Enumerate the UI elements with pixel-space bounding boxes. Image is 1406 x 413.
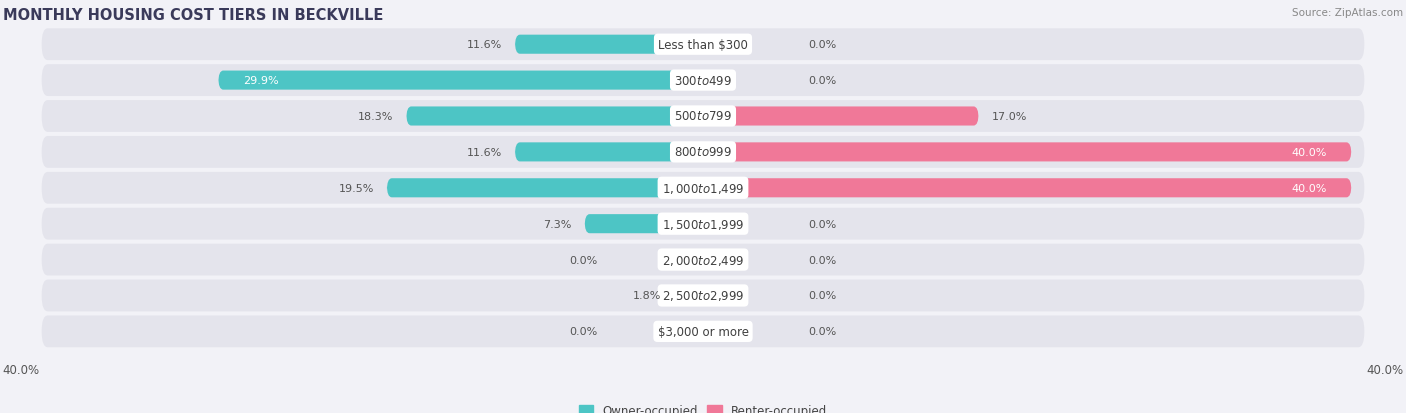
FancyBboxPatch shape: [515, 36, 703, 55]
Text: 18.3%: 18.3%: [359, 112, 394, 122]
Text: 0.0%: 0.0%: [569, 327, 598, 337]
Text: $800 to $999: $800 to $999: [673, 146, 733, 159]
FancyBboxPatch shape: [673, 286, 703, 305]
Text: Source: ZipAtlas.com: Source: ZipAtlas.com: [1292, 8, 1403, 18]
Text: $3,000 or more: $3,000 or more: [658, 325, 748, 338]
Text: 0.0%: 0.0%: [808, 76, 837, 86]
FancyBboxPatch shape: [42, 173, 1364, 204]
Text: 0.0%: 0.0%: [808, 291, 837, 301]
Text: $300 to $499: $300 to $499: [673, 74, 733, 88]
FancyBboxPatch shape: [703, 143, 1351, 162]
Legend: Owner-occupied, Renter-occupied: Owner-occupied, Renter-occupied: [579, 404, 827, 413]
FancyBboxPatch shape: [42, 65, 1364, 97]
FancyBboxPatch shape: [42, 316, 1364, 347]
FancyBboxPatch shape: [515, 143, 703, 162]
FancyBboxPatch shape: [387, 179, 703, 198]
FancyBboxPatch shape: [218, 71, 703, 90]
Text: 0.0%: 0.0%: [808, 219, 837, 229]
Text: MONTHLY HOUSING COST TIERS IN BECKVILLE: MONTHLY HOUSING COST TIERS IN BECKVILLE: [3, 8, 384, 23]
Text: Less than $300: Less than $300: [658, 38, 748, 52]
Text: $1,000 to $1,499: $1,000 to $1,499: [662, 181, 744, 195]
Text: 40.0%: 40.0%: [1292, 183, 1327, 193]
Text: 40.0%: 40.0%: [1367, 363, 1403, 376]
Text: $500 to $799: $500 to $799: [673, 110, 733, 123]
FancyBboxPatch shape: [42, 137, 1364, 169]
FancyBboxPatch shape: [42, 244, 1364, 276]
FancyBboxPatch shape: [42, 101, 1364, 133]
Text: 11.6%: 11.6%: [467, 147, 502, 157]
FancyBboxPatch shape: [42, 29, 1364, 61]
Text: 0.0%: 0.0%: [808, 40, 837, 50]
Text: 7.3%: 7.3%: [543, 219, 572, 229]
FancyBboxPatch shape: [42, 280, 1364, 312]
Text: 29.9%: 29.9%: [243, 76, 278, 86]
Text: 17.0%: 17.0%: [991, 112, 1026, 122]
Text: 1.8%: 1.8%: [633, 291, 661, 301]
Text: 19.5%: 19.5%: [339, 183, 374, 193]
FancyBboxPatch shape: [703, 107, 979, 126]
Text: $1,500 to $1,999: $1,500 to $1,999: [662, 217, 744, 231]
Text: 40.0%: 40.0%: [1292, 147, 1327, 157]
FancyBboxPatch shape: [406, 107, 703, 126]
Text: 0.0%: 0.0%: [808, 255, 837, 265]
FancyBboxPatch shape: [42, 208, 1364, 240]
Text: $2,000 to $2,499: $2,000 to $2,499: [662, 253, 744, 267]
Text: 40.0%: 40.0%: [3, 363, 39, 376]
Text: 0.0%: 0.0%: [808, 327, 837, 337]
Text: $2,500 to $2,999: $2,500 to $2,999: [662, 289, 744, 303]
FancyBboxPatch shape: [585, 215, 703, 234]
Text: 0.0%: 0.0%: [569, 255, 598, 265]
FancyBboxPatch shape: [703, 179, 1351, 198]
Text: 11.6%: 11.6%: [467, 40, 502, 50]
